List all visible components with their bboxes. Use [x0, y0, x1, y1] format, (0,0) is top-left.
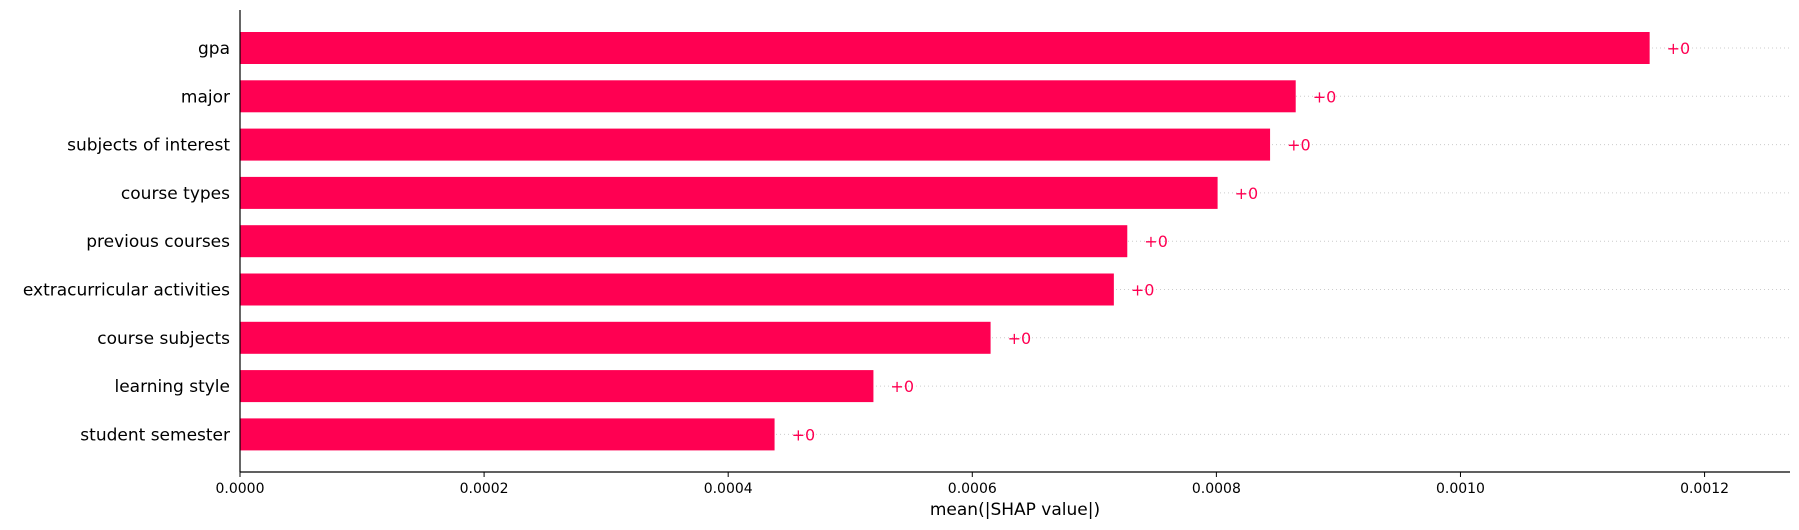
category-label: course types [121, 184, 230, 204]
x-tick-label: 0.0000 [216, 481, 265, 497]
x-ticks-group: 0.0000 0.0002 0.0004 0.0006 0.0008 0.0010 0.00… [216, 472, 1729, 497]
bar [240, 418, 775, 451]
x-tick-label: 0.0004 [704, 481, 753, 497]
x-tick-label: 0.0012 [1680, 481, 1729, 497]
bar-value-label: +0 [1667, 39, 1691, 58]
bar-value-label: +0 [1235, 184, 1259, 203]
category-label: extracurricular activities [23, 281, 230, 301]
bar-value-label: +0 [1287, 136, 1311, 155]
x-tick-label: 0.0002 [460, 481, 509, 497]
bar [240, 321, 991, 354]
category-labels-group: gpa major subjects of interest course types… [23, 39, 230, 445]
value-labels-group: +0 +0 +0 +0 +0 +0 +0 +0 +0 [792, 39, 1691, 444]
category-label: gpa [198, 39, 230, 59]
x-tick-label: 0.0006 [948, 481, 997, 497]
x-tick-label: 0.0010 [1436, 481, 1485, 497]
category-label: student semester [80, 425, 230, 445]
bar [240, 80, 1296, 113]
category-label: course subjects [97, 329, 230, 349]
bar [240, 273, 1114, 306]
category-label: learning style [114, 377, 230, 397]
bar-value-label: +0 [1144, 232, 1168, 251]
category-label: previous courses [86, 232, 230, 252]
bar-value-label: +0 [1313, 87, 1337, 106]
bar-value-label: +0 [1131, 281, 1155, 300]
bar [240, 225, 1128, 258]
category-label: subjects of interest [67, 136, 230, 156]
x-axis-title: mean(|SHAP value|) [930, 500, 1100, 520]
bar-value-label: +0 [890, 377, 914, 396]
bar [240, 32, 1650, 64]
bars-group [240, 32, 1650, 451]
bar [240, 176, 1218, 209]
bar-value-label: +0 [1008, 329, 1032, 348]
category-label: major [181, 87, 230, 107]
bar-value-label: +0 [792, 425, 816, 444]
x-tick-label: 0.0008 [1192, 481, 1241, 497]
bar [240, 370, 874, 403]
bar [240, 128, 1271, 161]
